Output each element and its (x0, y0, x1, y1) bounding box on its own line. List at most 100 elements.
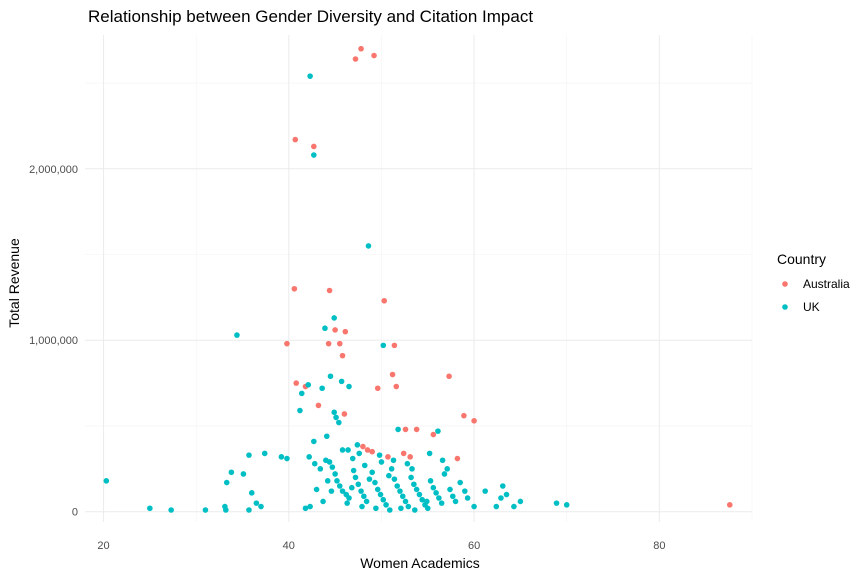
data-point (511, 503, 517, 510)
data-point (147, 505, 153, 512)
data-point (393, 383, 400, 390)
data-point (383, 502, 389, 508)
data-point (441, 471, 448, 477)
data-point (352, 56, 359, 62)
data-point (291, 285, 298, 292)
data-point (381, 297, 388, 304)
x-axis-title: Women Academics (360, 555, 480, 571)
data-point (248, 490, 255, 496)
data-point (305, 382, 312, 388)
data-point (307, 73, 313, 79)
legend-items: Australia UK (782, 277, 850, 314)
x-tick-label: 20 (97, 540, 109, 552)
series-australia (284, 45, 733, 508)
data-point (391, 476, 398, 482)
data-point (380, 342, 387, 349)
data-point (342, 328, 349, 335)
data-point (376, 452, 383, 458)
data-point (261, 450, 268, 457)
y-tick-label: 2,000,000 (29, 164, 78, 176)
data-point (341, 411, 348, 417)
legend-key-uk (782, 304, 788, 310)
data-point (411, 481, 417, 488)
data-point (292, 136, 299, 143)
data-point (419, 496, 426, 503)
data-point (416, 491, 423, 498)
y-axis-title: Total Revenue (6, 238, 22, 328)
data-point (430, 484, 437, 491)
data-point (319, 385, 325, 392)
data-point (297, 407, 303, 414)
data-point (426, 450, 433, 457)
data-point (374, 486, 381, 493)
data-point (344, 500, 350, 506)
data-point (493, 503, 500, 510)
data-point (336, 483, 343, 489)
data-point (369, 469, 375, 476)
data-point (336, 419, 342, 426)
data-point (388, 466, 395, 472)
data-point (373, 505, 379, 512)
data-point (402, 498, 409, 505)
data-point (307, 503, 313, 510)
data-point (404, 460, 411, 467)
data-point (326, 459, 333, 465)
chart-title: Relationship between Gender Diversity an… (88, 7, 533, 26)
data-point (346, 495, 352, 501)
data-point (284, 455, 290, 462)
data-point (366, 476, 373, 482)
data-point (424, 498, 430, 505)
data-point (409, 466, 415, 472)
data-point (462, 488, 468, 494)
data-point (563, 502, 570, 508)
data-point (500, 483, 506, 489)
data-point (395, 426, 401, 433)
data-point (350, 467, 357, 474)
data-point (246, 507, 252, 513)
data-point (369, 448, 375, 455)
data-point (471, 503, 477, 510)
data-point (413, 426, 420, 433)
data-point (399, 493, 406, 500)
data-point (433, 490, 439, 496)
data-point (253, 500, 260, 506)
data-point (339, 488, 346, 494)
data-point (240, 471, 247, 477)
data-point (363, 498, 370, 505)
data-point (398, 505, 404, 512)
data-point (278, 454, 285, 460)
data-point (386, 472, 392, 479)
tick-labels: 20 40 60 80 0 1,000,000 2,000,000 (29, 164, 665, 552)
data-point (436, 495, 442, 501)
data-point (293, 380, 300, 386)
data-point (356, 450, 363, 457)
data-point (103, 478, 110, 484)
data-point (358, 488, 364, 494)
data-point (320, 498, 326, 505)
data-point (361, 462, 368, 469)
data-point (411, 507, 418, 513)
data-point (333, 414, 339, 421)
x-tick-label: 40 (283, 540, 295, 552)
data-point (726, 502, 733, 508)
data-point (553, 500, 560, 506)
data-point (365, 243, 372, 249)
data-point (435, 428, 441, 434)
data-point (228, 469, 235, 476)
data-point (332, 327, 338, 333)
data-point (327, 373, 334, 380)
data-point (407, 454, 413, 460)
data-point (349, 484, 355, 491)
data-point (349, 455, 356, 462)
data-point (482, 488, 489, 494)
y-tick-label: 0 (72, 507, 78, 519)
data-point (446, 373, 452, 380)
data-point (402, 426, 409, 433)
data-point (424, 505, 431, 512)
data-point (454, 455, 461, 462)
data-point (372, 479, 378, 486)
data-points (103, 45, 733, 513)
data-point (385, 454, 391, 460)
data-point (328, 488, 335, 494)
legend-label-uk: UK (803, 300, 820, 314)
